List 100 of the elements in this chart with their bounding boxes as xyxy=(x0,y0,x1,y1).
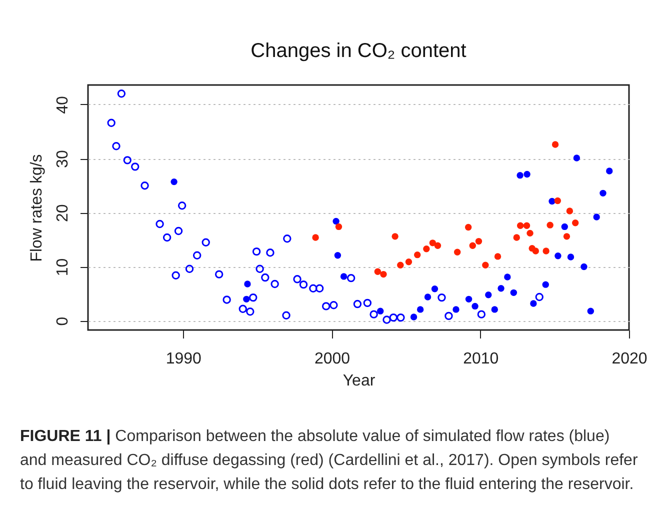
point xyxy=(465,296,472,303)
point xyxy=(530,300,537,307)
point xyxy=(315,284,324,292)
point xyxy=(405,258,412,266)
point xyxy=(410,314,418,320)
y-tick-label: 40 xyxy=(54,96,72,114)
point xyxy=(475,238,482,245)
point xyxy=(587,308,594,314)
point xyxy=(172,271,180,280)
x-tick-label: 1990 xyxy=(166,350,202,368)
point xyxy=(293,275,302,284)
point xyxy=(346,274,356,282)
point xyxy=(542,248,550,254)
y-tick-label: 10 xyxy=(54,258,72,276)
point xyxy=(252,247,261,256)
x-tick-label: 2020 xyxy=(612,350,648,368)
y-axis-title: Flow rates kg/s xyxy=(28,154,46,262)
point xyxy=(485,292,492,298)
point xyxy=(170,178,178,186)
point xyxy=(107,118,116,127)
point xyxy=(535,292,544,302)
point xyxy=(238,304,247,314)
point xyxy=(376,308,384,314)
point xyxy=(510,289,518,296)
point xyxy=(606,168,613,174)
point xyxy=(532,248,540,254)
point xyxy=(526,230,534,237)
point xyxy=(424,294,432,300)
point xyxy=(140,182,149,190)
point xyxy=(554,252,562,260)
y-tick-label: 0 xyxy=(54,316,72,326)
point xyxy=(464,224,472,231)
point xyxy=(477,310,486,318)
point xyxy=(185,264,194,273)
point xyxy=(389,313,398,322)
point xyxy=(546,222,554,228)
point xyxy=(491,306,498,313)
point xyxy=(244,280,251,288)
point xyxy=(156,220,164,228)
point xyxy=(523,222,530,229)
point xyxy=(423,246,430,252)
point xyxy=(374,268,382,275)
point xyxy=(498,285,504,292)
point xyxy=(567,254,574,260)
point xyxy=(469,242,476,249)
caption: FIGURE 11 | Comparison between the absolute value of simulated flow rates (blue) and measured CO₂ diffuse degassing (red) (Cardellini et al., 2017). Open symbols refer to fluid leaving the reservoir, while the solid dots refer to the fluid entering the reservoir. xyxy=(20,428,638,493)
point xyxy=(542,281,549,288)
point xyxy=(504,274,511,280)
point xyxy=(380,270,387,278)
point xyxy=(431,286,438,292)
point xyxy=(472,302,478,310)
point xyxy=(392,233,398,240)
point xyxy=(563,233,570,240)
point xyxy=(438,293,446,302)
point xyxy=(112,142,120,150)
point xyxy=(600,190,606,197)
point xyxy=(482,262,489,268)
point xyxy=(117,90,126,98)
point xyxy=(573,154,580,162)
point xyxy=(414,251,421,258)
point xyxy=(266,248,274,257)
point xyxy=(429,240,436,246)
point xyxy=(593,214,600,220)
point xyxy=(335,223,342,230)
point xyxy=(554,197,562,204)
point xyxy=(566,208,574,214)
x-axis-title: Year xyxy=(342,372,376,390)
point xyxy=(192,251,202,260)
point xyxy=(416,306,424,313)
point xyxy=(513,234,520,241)
point xyxy=(202,238,210,246)
point xyxy=(353,300,362,308)
point xyxy=(516,172,524,179)
point xyxy=(312,234,319,241)
point xyxy=(524,170,530,178)
point xyxy=(246,308,254,316)
point xyxy=(572,220,579,226)
point xyxy=(270,280,279,288)
point xyxy=(382,316,391,324)
point xyxy=(363,298,372,308)
point xyxy=(283,234,292,243)
point xyxy=(249,293,258,302)
point xyxy=(334,252,342,259)
point xyxy=(548,198,556,205)
point xyxy=(434,242,442,249)
point xyxy=(561,223,568,230)
x-tick-label: 2000 xyxy=(314,350,350,368)
point xyxy=(454,248,461,256)
point xyxy=(370,310,378,318)
point xyxy=(397,262,404,268)
point xyxy=(580,263,588,270)
x-tick-label: 2010 xyxy=(463,350,499,368)
point xyxy=(282,311,290,320)
point xyxy=(222,296,231,304)
point xyxy=(552,141,559,148)
point xyxy=(299,280,308,289)
y-tick-label: 20 xyxy=(54,204,72,222)
point xyxy=(243,296,250,303)
point xyxy=(332,218,340,225)
point xyxy=(309,284,318,292)
